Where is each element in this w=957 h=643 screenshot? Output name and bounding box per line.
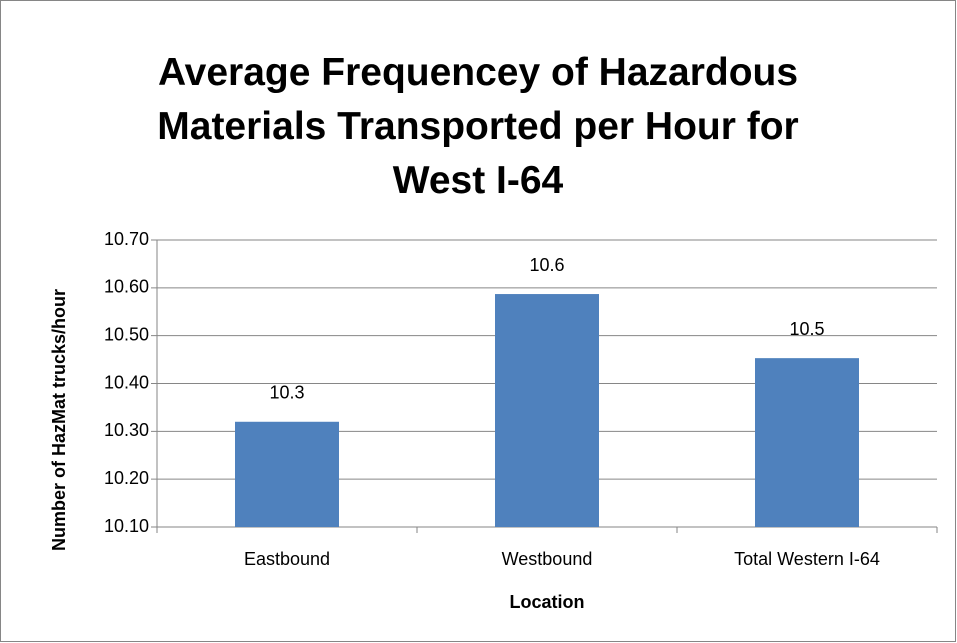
x-tick-label: Eastbound (244, 549, 330, 569)
x-tick-label: Total Western I-64 (734, 549, 880, 569)
chart-title: Average Frequencey of Hazardous Material… (157, 51, 799, 202)
data-label: 10.6 (529, 255, 564, 275)
x-tick-label: Westbound (502, 549, 593, 569)
x-axis-label: Location (510, 592, 585, 612)
y-tick-label: 10.60 (104, 277, 149, 297)
y-axis-label: Number of HazMat trucks/hour (49, 289, 69, 551)
data-label: 10.3 (269, 383, 304, 403)
y-tick-label: 10.20 (104, 468, 149, 488)
y-tick-label: 10.50 (104, 324, 149, 344)
data-label: 10.5 (789, 319, 824, 339)
bar (495, 294, 599, 527)
y-tick-label: 10.30 (104, 420, 149, 440)
y-tick-label: 10.10 (104, 516, 149, 536)
bar (755, 358, 859, 527)
y-tick-label: 10.70 (104, 229, 149, 249)
bar (235, 421, 339, 527)
y-tick-label: 10.40 (104, 372, 149, 392)
